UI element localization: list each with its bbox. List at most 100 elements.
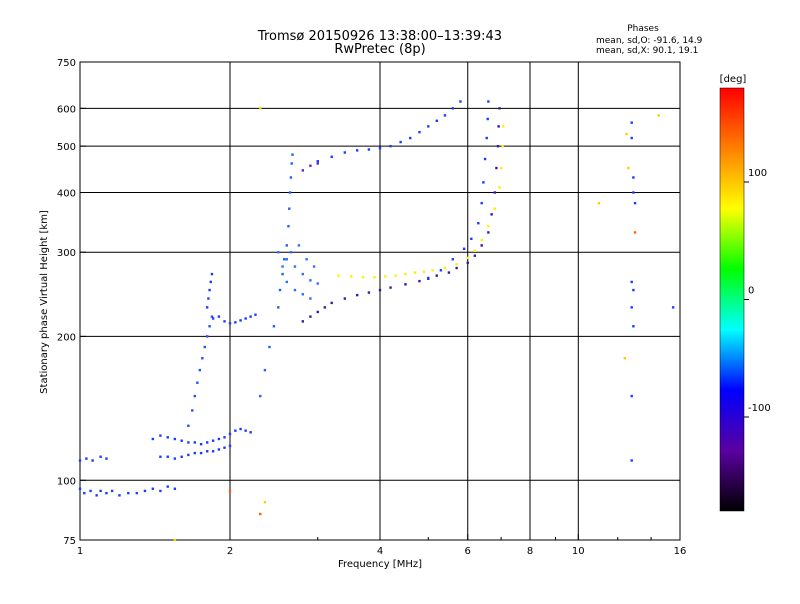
data-point — [485, 136, 488, 140]
grid-lines — [80, 62, 680, 540]
data-point — [630, 459, 633, 462]
phase-stats-o: mean, sd,O: -91.6, 14.9 — [596, 36, 703, 46]
data-point — [277, 251, 280, 254]
data-point — [490, 213, 493, 216]
data-point — [244, 317, 247, 320]
data-point — [205, 306, 209, 309]
data-point — [330, 301, 333, 305]
data-point — [630, 280, 633, 284]
data-point — [497, 125, 500, 128]
data-point — [418, 130, 421, 134]
data-point — [99, 455, 102, 458]
data-point — [305, 258, 308, 261]
data-point — [487, 100, 490, 103]
data-point — [135, 491, 138, 495]
data-point — [187, 453, 190, 457]
data-point — [173, 538, 177, 542]
data-point — [259, 394, 262, 398]
data-point — [187, 441, 190, 444]
data-point — [301, 320, 305, 323]
data-point — [443, 266, 447, 270]
data-point — [443, 114, 447, 117]
data-point — [337, 274, 340, 277]
data-point — [223, 436, 226, 439]
data-point — [301, 169, 305, 172]
data-point — [143, 489, 147, 493]
data-point — [473, 249, 477, 253]
data-point — [316, 282, 319, 285]
data-point — [249, 315, 252, 318]
data-point — [502, 125, 505, 128]
data-point — [483, 157, 487, 161]
x-tick-label: 10 — [572, 546, 585, 557]
data-point — [455, 263, 458, 266]
data-point — [291, 153, 294, 156]
data-point — [278, 288, 282, 292]
data-point — [209, 280, 212, 284]
data-point — [105, 457, 108, 460]
data-point — [597, 201, 601, 205]
data-point — [301, 293, 305, 296]
data-point — [451, 107, 455, 110]
colorbar-ticks: 100 0 -100 — [744, 168, 771, 418]
data-point — [228, 489, 232, 493]
data-point — [173, 487, 177, 490]
colorbar: [deg] 100 0 -100 — [720, 74, 771, 512]
data-point — [259, 512, 262, 516]
x-tick-label: 16 — [674, 546, 687, 557]
y-axis-ticks: 75 100 200 300 400 500 600 750 — [57, 58, 86, 547]
data-point — [486, 117, 489, 121]
data-point — [199, 442, 203, 446]
data-point — [367, 148, 371, 151]
data-point — [309, 315, 312, 318]
chart-title: Tromsø 20150926 13:38:00–13:39:43 — [257, 29, 502, 44]
data-point — [498, 107, 501, 110]
data-point — [349, 275, 353, 278]
data-point — [211, 439, 215, 442]
data-point — [223, 446, 226, 449]
data-point — [173, 437, 177, 441]
data-point — [632, 325, 635, 328]
data-point — [384, 275, 387, 278]
data-point — [451, 258, 455, 261]
data-point — [330, 155, 333, 159]
data-point — [633, 201, 637, 205]
data-point — [301, 272, 305, 276]
data-point — [480, 201, 483, 205]
data-point — [268, 345, 271, 349]
data-point — [355, 293, 359, 297]
data-point — [495, 166, 498, 170]
data-point — [228, 432, 232, 436]
data-point — [627, 166, 630, 170]
data-point — [259, 107, 262, 110]
data-point — [466, 261, 469, 265]
x-axis-label: Frequency [MHz] — [338, 559, 422, 570]
data-point — [418, 279, 421, 283]
data-point — [234, 429, 237, 432]
data-point — [99, 489, 102, 493]
data-point — [435, 274, 438, 277]
y-axis-label: Stationary phase Virtual Height [km] — [39, 210, 50, 394]
data-point — [217, 448, 221, 451]
x-tick-label: 1 — [77, 546, 83, 557]
data-point — [105, 491, 108, 495]
data-point — [309, 297, 312, 300]
data-point — [293, 288, 297, 292]
data-point — [633, 231, 637, 234]
colorbar-tick-label: 0 — [748, 286, 754, 297]
data-point — [632, 288, 635, 292]
data-point — [630, 121, 633, 124]
data-point — [166, 436, 169, 439]
data-point — [199, 451, 203, 455]
data-point — [499, 166, 503, 170]
data-point — [285, 258, 288, 261]
data-point — [309, 164, 312, 167]
data-point — [239, 319, 242, 322]
y-tick-label: 200 — [57, 332, 76, 343]
data-point — [312, 265, 316, 268]
data-point — [501, 144, 504, 148]
data-point — [630, 136, 633, 140]
data-point — [447, 271, 451, 274]
data-point — [316, 160, 319, 163]
